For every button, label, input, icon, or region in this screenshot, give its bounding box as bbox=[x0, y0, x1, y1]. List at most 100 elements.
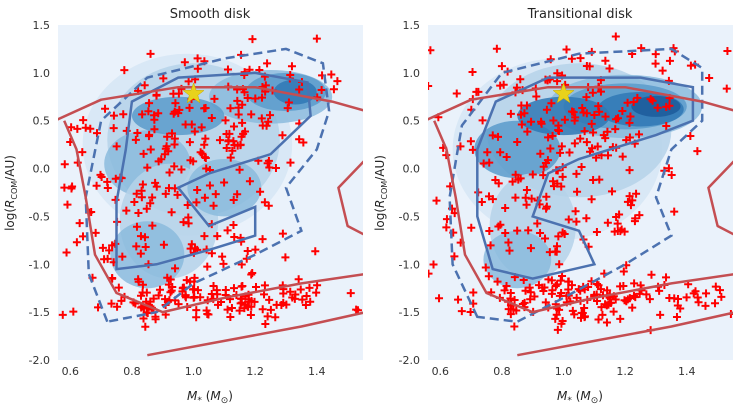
data-point bbox=[674, 294, 683, 303]
data-point bbox=[170, 162, 179, 171]
data-point bbox=[522, 101, 531, 110]
data-point bbox=[555, 260, 564, 269]
data-point bbox=[494, 132, 503, 141]
data-point bbox=[592, 153, 601, 162]
data-point bbox=[136, 232, 145, 241]
data-point bbox=[452, 89, 461, 98]
data-point bbox=[580, 304, 589, 313]
data-point bbox=[662, 121, 671, 130]
data-point bbox=[248, 269, 257, 278]
data-point bbox=[228, 146, 237, 155]
data-point bbox=[472, 87, 481, 96]
data-point bbox=[305, 283, 314, 292]
data-point bbox=[665, 101, 674, 110]
data-point bbox=[192, 198, 201, 207]
data-point bbox=[432, 196, 441, 205]
data-point bbox=[118, 252, 127, 261]
data-point bbox=[568, 107, 577, 116]
data-point bbox=[317, 86, 326, 95]
data-point bbox=[488, 131, 497, 140]
data-point bbox=[200, 104, 209, 113]
star-point bbox=[182, 82, 205, 104]
data-point bbox=[658, 66, 667, 75]
data-point bbox=[611, 125, 620, 134]
data-point bbox=[593, 279, 602, 288]
star-marker bbox=[552, 82, 575, 104]
data-point bbox=[568, 306, 577, 315]
data-point bbox=[553, 69, 562, 78]
data-point bbox=[656, 310, 665, 319]
data-point bbox=[132, 242, 141, 251]
data-point bbox=[562, 45, 571, 54]
data-point bbox=[481, 263, 490, 272]
y-tick-label: 1.0 bbox=[33, 67, 51, 80]
model-curve bbox=[428, 85, 733, 121]
data-point bbox=[263, 59, 272, 68]
data-point bbox=[723, 46, 732, 55]
data-point bbox=[154, 291, 163, 300]
data-point bbox=[120, 66, 129, 75]
data-point bbox=[623, 98, 632, 107]
data-point bbox=[595, 175, 604, 184]
data-point bbox=[139, 149, 148, 158]
contour-solid bbox=[476, 76, 695, 280]
data-point bbox=[114, 283, 123, 292]
data-point bbox=[466, 308, 475, 317]
data-point bbox=[518, 300, 527, 309]
data-point bbox=[302, 291, 311, 300]
data-point bbox=[235, 165, 244, 174]
data-point bbox=[140, 233, 149, 242]
data-point bbox=[631, 293, 640, 302]
data-point bbox=[517, 120, 526, 129]
y-tick-label: 0.0 bbox=[33, 163, 51, 176]
data-point bbox=[138, 280, 147, 289]
data-point bbox=[516, 75, 525, 84]
y-tick-label: 1.5 bbox=[33, 19, 51, 32]
data-point bbox=[169, 109, 178, 118]
data-point bbox=[497, 62, 506, 71]
data-point bbox=[180, 58, 189, 67]
data-point bbox=[192, 313, 201, 322]
data-point bbox=[484, 192, 493, 201]
data-point bbox=[143, 163, 152, 172]
data-point bbox=[542, 105, 551, 114]
data-point bbox=[170, 134, 179, 143]
data-point bbox=[137, 291, 146, 300]
data-point bbox=[132, 222, 141, 231]
y-tick-label: 1.0 bbox=[403, 67, 421, 80]
data-point bbox=[146, 49, 155, 58]
data-point bbox=[587, 119, 596, 128]
data-point bbox=[220, 178, 229, 187]
data-point bbox=[279, 289, 288, 298]
data-point bbox=[168, 129, 177, 138]
data-point bbox=[601, 56, 610, 65]
data-point bbox=[211, 190, 220, 199]
data-point bbox=[632, 189, 641, 198]
data-point bbox=[651, 50, 660, 59]
data-point bbox=[544, 275, 553, 284]
data-point bbox=[207, 249, 216, 258]
data-point bbox=[234, 110, 243, 119]
data-point bbox=[607, 298, 616, 307]
x-axis-label: M* (M⊙) bbox=[557, 389, 603, 406]
data-point bbox=[201, 154, 210, 163]
data-point bbox=[190, 127, 199, 136]
data-point bbox=[506, 109, 515, 118]
data-point bbox=[260, 281, 269, 290]
data-point bbox=[117, 296, 126, 305]
data-point bbox=[554, 232, 563, 241]
data-point bbox=[541, 158, 550, 167]
data-point bbox=[564, 277, 573, 286]
data-point bbox=[560, 115, 569, 124]
data-point bbox=[587, 195, 596, 204]
data-point bbox=[159, 74, 168, 83]
data-point bbox=[100, 255, 109, 264]
data-point bbox=[296, 285, 305, 294]
data-point bbox=[209, 201, 218, 210]
data-point bbox=[186, 156, 195, 165]
data-point bbox=[295, 135, 304, 144]
data-point bbox=[715, 286, 724, 295]
data-point bbox=[435, 294, 444, 303]
data-point bbox=[608, 187, 617, 196]
